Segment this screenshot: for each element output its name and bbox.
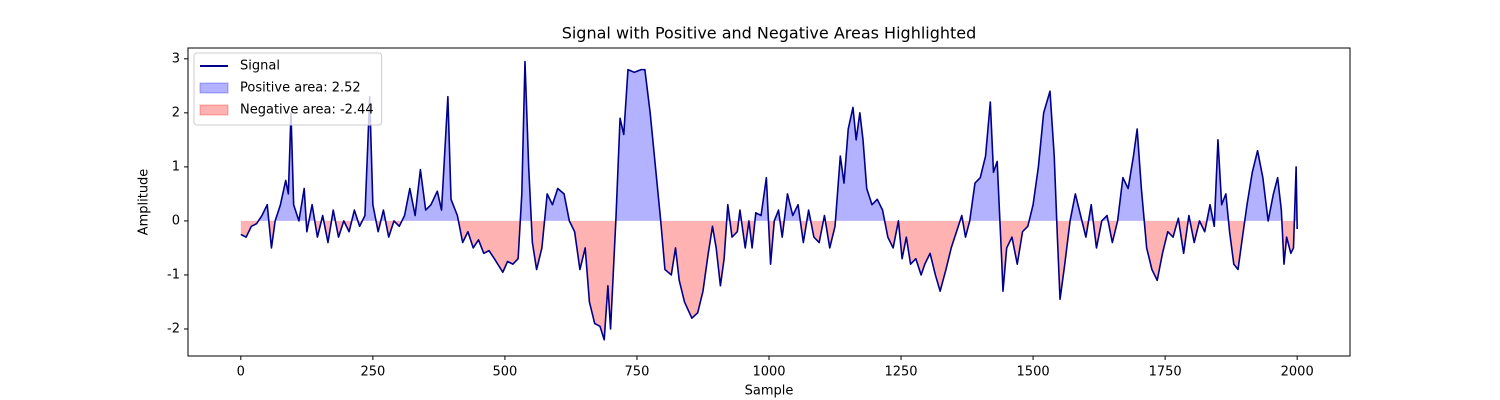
y-tick-label: -2 <box>167 321 180 336</box>
y-tick-label: -1 <box>167 267 180 282</box>
chart-title: Signal with Positive and Negative Areas … <box>562 24 977 43</box>
fill-area <box>240 220 1298 340</box>
y-tick-label: 3 <box>172 51 180 66</box>
y-axis-label: Amplitude <box>137 169 152 236</box>
y-tick-label: 2 <box>172 105 180 120</box>
x-tick-label: 1750 <box>1149 365 1182 380</box>
y-tick-label: 1 <box>172 159 180 174</box>
x-tick-label: 1000 <box>752 365 785 380</box>
x-tick-label: 500 <box>492 365 517 380</box>
legend-label: Signal <box>240 59 280 74</box>
signal-line <box>240 60 1298 341</box>
x-tick-label: 2000 <box>1281 365 1314 380</box>
x-tick-label: 1500 <box>1017 365 1050 380</box>
x-tick-label: 1250 <box>884 365 917 380</box>
legend-swatch <box>199 104 229 116</box>
plot-area <box>240 60 1298 341</box>
legend-swatch <box>199 82 229 94</box>
y-tick-label: 0 <box>172 213 180 228</box>
x-axis-label: Sample <box>745 384 794 399</box>
plot-frame <box>187 47 1351 357</box>
legend: Signal Positive area: 2.52 Negative area: … <box>193 52 383 126</box>
x-tick-label: 0 <box>237 365 245 380</box>
legend-box <box>193 52 383 126</box>
x-tick-label: 250 <box>360 365 385 380</box>
x-tick-label: 750 <box>625 365 650 380</box>
legend-label: Positive area: 2.52 <box>240 81 361 96</box>
legend-label: Negative area: -2.44 <box>240 103 374 118</box>
